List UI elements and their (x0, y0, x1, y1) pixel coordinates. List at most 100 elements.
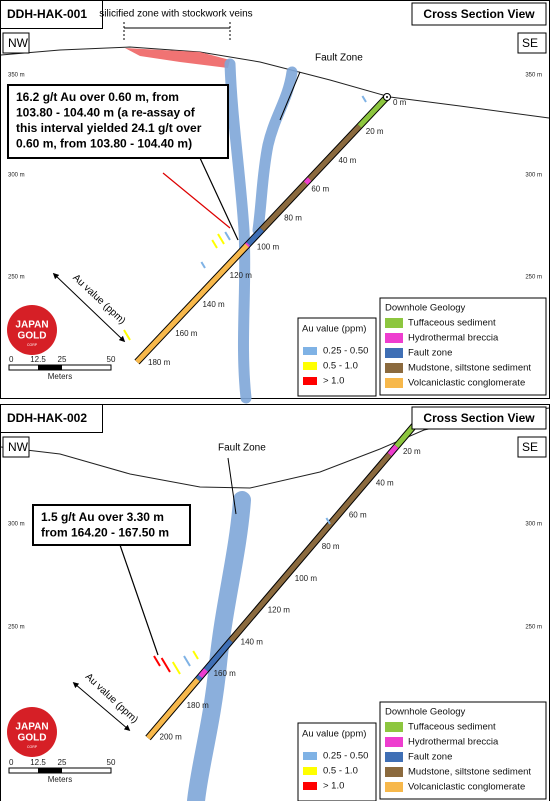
geology-legend-box (379, 701, 547, 800)
assay-tick (200, 261, 206, 269)
geology-legend-swatch (385, 767, 403, 777)
depth-label: 120 m (230, 271, 253, 280)
scale-tick: 25 (58, 758, 67, 767)
silicified-zone (125, 48, 230, 68)
title-box (0, 404, 103, 433)
direction-right: SE (522, 36, 538, 50)
au-legend-label: > 1.0 (323, 376, 344, 387)
assay-tick (183, 655, 191, 667)
au-legend-label: 0.25 - 0.50 (323, 751, 368, 762)
elevation-label: 250 m (525, 625, 542, 631)
geology-legend-swatch (385, 737, 403, 747)
au-legend-swatch (303, 767, 317, 775)
depth-label: 60 m (311, 185, 329, 194)
depth-label: 140 m (202, 300, 225, 309)
title-box (0, 0, 103, 29)
callout-text: 0.60 m, from 103.80 - 104.40 m) (16, 137, 192, 151)
au-legend-swatch (303, 347, 317, 355)
depth-label: 20 m (403, 447, 421, 456)
callout-leader (119, 544, 159, 656)
dir-box (2, 436, 30, 458)
scale-tick: 12.5 (30, 355, 46, 364)
geology-legend-swatch (385, 333, 403, 343)
assay-tick (217, 233, 225, 245)
geology-interval (135, 243, 249, 364)
dir-box (2, 32, 30, 54)
depth-label: 40 m (339, 156, 357, 165)
fault-pointer (227, 457, 237, 515)
fault-label: Fault Zone (315, 53, 363, 64)
scale-tick: 50 (107, 758, 116, 767)
depth-label: 160 m (175, 329, 198, 338)
geology-legend-label: Tuffaceous sediment (408, 722, 496, 733)
assay-tick (211, 239, 218, 249)
dir-box (517, 32, 547, 54)
depth-label: 180 m (148, 358, 171, 367)
au-axis-arrow (72, 682, 131, 731)
depth-label: 60 m (349, 510, 367, 519)
depth-label: 140 m (241, 637, 264, 646)
logo-top: JAPAN (15, 320, 48, 331)
scale-bar-black (38, 768, 62, 773)
callout-text: 16.2 g/t Au over 0.60 m, from (16, 90, 179, 104)
au-legend-label: 0.5 - 1.0 (323, 766, 358, 777)
logo-bottom: GOLD (18, 331, 47, 342)
geology-legend-label: Hydrothermal breccia (408, 333, 499, 344)
callout-box (7, 84, 229, 159)
au-legend-label: 0.5 - 1.0 (323, 361, 358, 372)
assay-tick (325, 517, 331, 525)
au-legend-swatch (303, 752, 317, 760)
geology-legend-swatch (385, 722, 403, 732)
elevation-label: 250 m (8, 275, 25, 281)
depth-label: 180 m (187, 701, 210, 710)
collar-dot (386, 96, 388, 98)
geology-interval (357, 95, 389, 128)
depth-label: 80 m (284, 214, 302, 223)
geology-legend-label: Mudstone, siltstone sediment (408, 767, 531, 778)
direction-left: NW (8, 36, 29, 50)
depth-label: 80 m (322, 542, 340, 551)
logo-top: JAPAN (15, 722, 48, 733)
au-legend-swatch (303, 362, 317, 370)
geology-interval (387, 444, 399, 457)
fault-label: Fault Zone (218, 443, 266, 454)
depth-label: 20 m (366, 127, 384, 136)
scale-tick: 25 (58, 355, 67, 364)
scale-bar-black (38, 365, 62, 370)
callout-text: this interval yielded 24.1 g/t over (16, 121, 202, 135)
direction-left: NW (8, 440, 29, 454)
view-box (411, 406, 547, 430)
callout-box (32, 504, 191, 546)
high-grade-tick (162, 172, 231, 229)
callout-text: 103.80 - 104.40 m (a re-assay of (16, 106, 196, 120)
depth-label: 100 m (257, 242, 280, 251)
scale-tick: 50 (107, 355, 116, 364)
au-legend-label: 0.25 - 0.50 (323, 346, 368, 357)
geology-interval (146, 678, 200, 740)
fault-zone (224, 58, 252, 404)
fault-zone (252, 66, 298, 236)
callout-leader (199, 157, 239, 241)
topography (0, 46, 550, 119)
geology-legend-swatch (385, 752, 403, 762)
assay-tick (153, 655, 161, 667)
geology-legend-swatch (385, 318, 403, 328)
fault-zone (187, 491, 251, 801)
assay-tick (160, 657, 171, 673)
geology-legend-title: Downhole Geology (385, 303, 466, 314)
callout-text: 1.5 g/t Au over 3.30 m (41, 510, 164, 524)
hole-title: DDH-HAK-002 (7, 411, 87, 425)
geology-legend-swatch (385, 348, 403, 358)
geology-legend-label: Tuffaceous sediment (408, 318, 496, 329)
elevation-label: 350 m (8, 73, 25, 79)
view-box (411, 2, 547, 26)
geology-interval (260, 124, 362, 232)
dir-box (517, 436, 547, 458)
geology-legend-label: Fault zone (408, 752, 452, 763)
assay-tick (224, 231, 231, 241)
elevation-label: 300 m (8, 173, 25, 179)
au-legend-swatch (303, 377, 317, 385)
